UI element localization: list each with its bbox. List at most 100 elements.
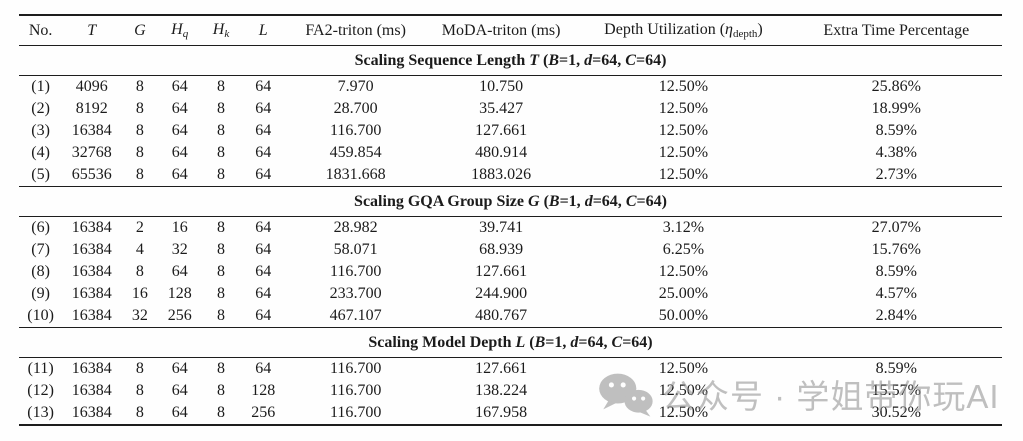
table-cell: (12) xyxy=(27,382,54,399)
table-cell: 35.427 xyxy=(479,100,524,117)
text-part: =64, xyxy=(592,192,626,210)
table-cell: 18.99% xyxy=(871,100,921,117)
table-cell: 16384 xyxy=(71,219,112,236)
text-part: Scaling Sequence Length xyxy=(354,51,530,69)
table-cell: 167.958 xyxy=(475,404,528,421)
table-cell: 128 xyxy=(167,285,192,302)
table-cell: 64 xyxy=(171,78,188,95)
table-cell: 4.38% xyxy=(875,144,917,161)
table-cell: 64 xyxy=(255,166,272,183)
table-row: (3) 16384 8 64 8 64 116.700 127.661 12.50% 8.59% xyxy=(19,120,1002,142)
table-cell: 3.12% xyxy=(662,219,705,236)
table-cell: 64 xyxy=(255,122,272,139)
column-header-moda: MoDA-triton (ms) xyxy=(425,15,577,46)
table-cell: 32 xyxy=(131,307,148,324)
table-cell: (2) xyxy=(31,100,50,117)
text-part: =64) xyxy=(622,333,653,351)
table-cell: 256 xyxy=(167,307,192,324)
table-cell: 8 xyxy=(216,122,225,139)
table-cell: 8 xyxy=(135,122,144,139)
table-cell: 64 xyxy=(171,263,188,280)
table-cell: 138.224 xyxy=(475,382,528,399)
table-cell: 8 xyxy=(216,285,225,302)
table-cell: 8 xyxy=(216,78,225,95)
table-cell: 2.73% xyxy=(875,166,917,183)
table-cell: 12.50% xyxy=(658,78,709,95)
table-cell: 16384 xyxy=(71,360,112,377)
text-part: C xyxy=(625,51,636,69)
table-cell: 8 xyxy=(216,144,225,161)
table-cell: 16384 xyxy=(71,241,112,258)
text-part: =1, xyxy=(559,192,585,210)
table-cell: 64 xyxy=(255,100,272,117)
table-cell: (4) xyxy=(31,144,50,161)
text-part: η xyxy=(725,21,733,38)
table-cell: (11) xyxy=(27,360,54,377)
table-cell: (10) xyxy=(27,307,54,324)
section-title-row: Scaling Sequence Length T (B=1, d=64, C=… xyxy=(19,45,1002,76)
table-cell: 1883.026 xyxy=(471,166,532,183)
table-cell: 64 xyxy=(255,307,272,324)
text-part: H xyxy=(171,21,183,38)
table-cell: 116.700 xyxy=(329,263,382,280)
text-part: ( xyxy=(525,333,535,351)
table-cell: 28.700 xyxy=(333,100,378,117)
table-cell: 15.57% xyxy=(871,382,921,399)
text-part: k xyxy=(224,28,230,40)
table-cell: 8 xyxy=(216,360,225,377)
table-cell: 64 xyxy=(171,100,188,117)
table-cell: 10.750 xyxy=(479,78,524,95)
section-title: Scaling Model Depth L (B=1, d=64, C=64) xyxy=(19,327,1002,358)
table-row: (4) 32768 8 64 8 64 459.854 480.914 12.50% 4.38% xyxy=(19,142,1002,164)
table-cell: 16384 xyxy=(71,263,112,280)
table-cell: 8 xyxy=(135,144,144,161)
column-header-extra: Extra Time Percentage xyxy=(790,15,1002,46)
table-cell: 8 xyxy=(216,241,225,258)
table-cell: 25.00% xyxy=(658,285,709,302)
table-cell: 64 xyxy=(255,360,272,377)
table-cell: 8 xyxy=(135,263,144,280)
table-cell: 64 xyxy=(255,144,272,161)
column-header-t: T xyxy=(62,15,122,46)
table-row: (1) 4096 8 64 8 64 7.970 10.750 12.50% 25.86% xyxy=(19,76,1002,99)
table-cell: 39.741 xyxy=(479,219,524,236)
table-cell: 8 xyxy=(216,404,225,421)
text-part: =64) xyxy=(635,51,667,69)
table-row: (10) 16384 32 256 8 64 467.107 480.767 50.00% 2.8… xyxy=(19,305,1002,328)
text-part: T xyxy=(529,51,540,69)
table-row: (7) 16384 4 32 8 64 58.071 68.939 6.25% 15.76% xyxy=(19,239,1002,261)
text-part: G xyxy=(528,192,540,210)
text-part: d xyxy=(570,333,579,351)
table-cell: (13) xyxy=(27,404,54,421)
table-cell: 12.50% xyxy=(658,122,709,139)
text-part: d xyxy=(584,51,593,69)
table-cell: 1831.668 xyxy=(325,166,386,183)
text-part: B xyxy=(548,51,560,69)
section-title: Scaling Sequence Length T (B=1, d=64, C=… xyxy=(19,45,1002,76)
text-part: T xyxy=(87,21,97,39)
table-cell: 128 xyxy=(251,382,276,399)
table-cell: 64 xyxy=(171,382,188,399)
table-cell: 8 xyxy=(135,100,144,117)
text-part: L xyxy=(515,333,526,351)
table-cell: 64 xyxy=(171,166,188,183)
column-header-l: L xyxy=(241,15,286,46)
text-part: Extra Time Percentage xyxy=(823,21,970,39)
table-cell: 64 xyxy=(171,122,188,139)
table-row: (6) 16384 2 16 8 64 28.982 39.741 3.12% 27.07% xyxy=(19,217,1002,240)
table-cell: 116.700 xyxy=(329,404,382,421)
column-header-g: G xyxy=(121,15,159,46)
text-part: C xyxy=(611,333,623,351)
text-part: No. xyxy=(28,21,53,39)
table-cell: (6) xyxy=(31,219,50,236)
table-row: (12) 16384 8 64 8 128 116.700 138.224 12.50% 15.5… xyxy=(19,380,1002,402)
table-cell: 64 xyxy=(255,78,272,95)
table-cell: 8.59% xyxy=(875,360,917,377)
table-cell: 8 xyxy=(216,307,225,324)
text-part: =1, xyxy=(559,51,585,69)
table-section: Scaling GQA Group Size G (B=1, d=64, C=6… xyxy=(19,186,1002,328)
text-part: Scaling GQA Group Size xyxy=(354,192,528,210)
table-cell: 8192 xyxy=(75,100,108,117)
table-cell: 15.76% xyxy=(871,241,921,258)
